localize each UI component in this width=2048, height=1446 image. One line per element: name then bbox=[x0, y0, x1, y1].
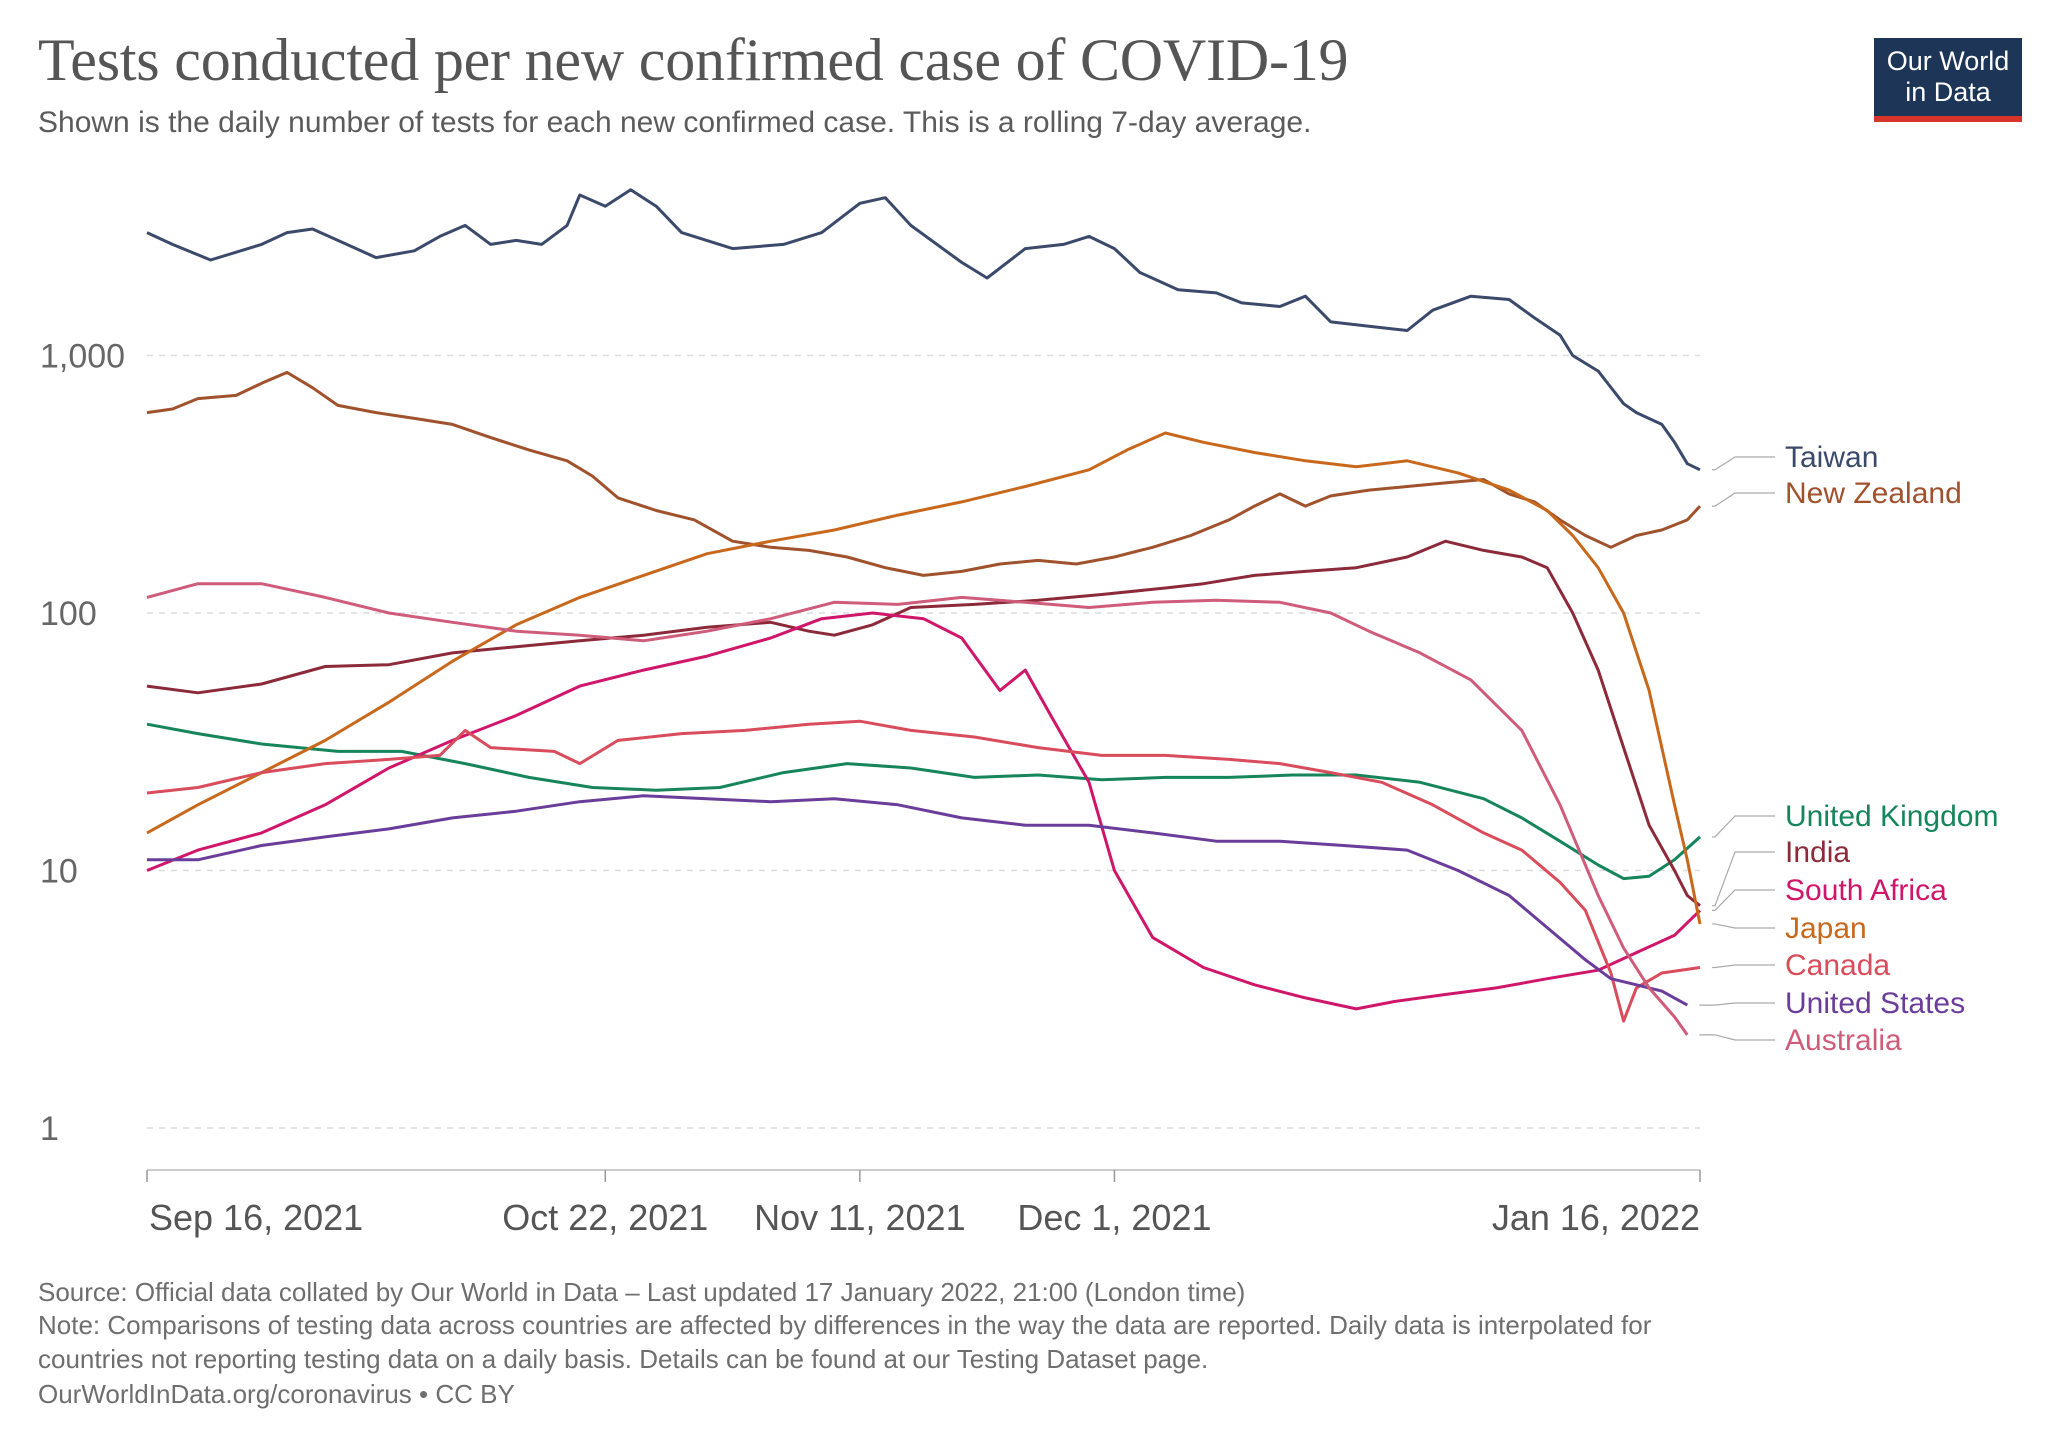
series-label-united-states: United States bbox=[1785, 987, 1965, 1020]
y-tick-label: 1 bbox=[40, 1110, 59, 1148]
series-line-india bbox=[146, 539, 1701, 907]
chart-title: Tests conducted per new confirmed case o… bbox=[38, 27, 1349, 93]
label-leader-line bbox=[1712, 889, 1775, 911]
series-line-new-zealand bbox=[146, 370, 1702, 577]
y-tick-label: 1,000 bbox=[40, 338, 125, 376]
y-tick-label: 100 bbox=[40, 595, 97, 633]
series-line-japan bbox=[146, 431, 1702, 925]
x-tick-label: Sep 16, 2021 bbox=[149, 1197, 363, 1238]
x-tick-label: Jan 16, 2022 bbox=[1492, 1197, 1700, 1238]
x-tick-label: Oct 22, 2021 bbox=[502, 1197, 708, 1238]
series-label-south-africa: South Africa bbox=[1785, 874, 1947, 907]
series-line-united-kingdom bbox=[146, 722, 1702, 881]
series-line-australia bbox=[146, 582, 1689, 1036]
chart-subtitle: Shown is the daily number of tests for e… bbox=[38, 106, 1312, 139]
label-leader-line bbox=[1699, 1002, 1775, 1006]
logo-line-2: in Data bbox=[1905, 77, 1991, 107]
series-label-canada: Canada bbox=[1785, 949, 1890, 982]
series-label-australia: Australia bbox=[1785, 1024, 1902, 1057]
note-line-1: Note: Comparisons of testing data across… bbox=[38, 1310, 1652, 1340]
logo-line-1: Our World bbox=[1886, 46, 2010, 76]
series-label-india: India bbox=[1785, 836, 1850, 869]
label-leader-line bbox=[1712, 456, 1775, 471]
source-note: Source: Official data collated by Our Wo… bbox=[38, 1277, 1246, 1307]
y-tick-label: 10 bbox=[40, 853, 78, 891]
label-leader-line bbox=[1712, 492, 1775, 507]
series-label-taiwan: Taiwan bbox=[1785, 441, 1878, 474]
series-label-japan: Japan bbox=[1785, 912, 1867, 945]
label-leader-line bbox=[1699, 1034, 1775, 1041]
series-line-south-africa bbox=[146, 611, 1702, 1011]
series-label-new-zealand: New Zealand bbox=[1785, 477, 1962, 510]
label-leader-line bbox=[1712, 851, 1775, 907]
note-line-2: countries not reporting testing data on … bbox=[38, 1344, 1209, 1374]
label-leader-line bbox=[1712, 964, 1775, 969]
series-line-taiwan bbox=[146, 188, 1701, 472]
x-tick-label: Dec 1, 2021 bbox=[1017, 1197, 1211, 1238]
series-label-united-kingdom: United Kingdom bbox=[1785, 800, 1998, 833]
x-tick-label: Nov 11, 2021 bbox=[754, 1197, 965, 1238]
label-leader-line bbox=[1712, 923, 1775, 929]
series-line-canada bbox=[146, 719, 1701, 1023]
owid-logo[interactable]: Our World in Data bbox=[1874, 38, 2022, 122]
series-line-united-states bbox=[147, 794, 1689, 1007]
label-leader-line bbox=[1712, 815, 1775, 838]
credit-link[interactable]: OurWorldInData.org/coronavirus • CC BY bbox=[38, 1379, 515, 1409]
